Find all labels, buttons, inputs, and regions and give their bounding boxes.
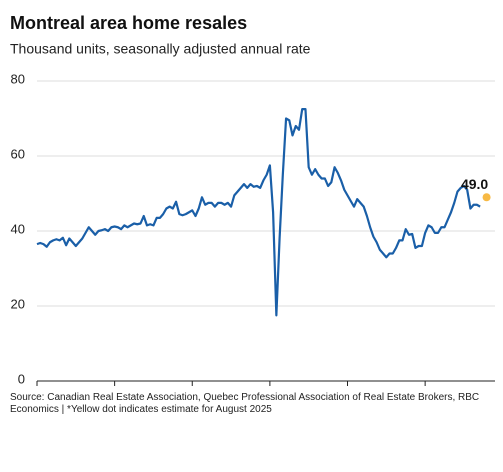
source-note: Source: Canadian Real Estate Association… [10, 392, 480, 415]
line-series [36, 108, 481, 317]
y-tick-label: 0 [18, 371, 25, 386]
y-tick-label: 60 [11, 146, 25, 161]
y-tick-label: 40 [11, 221, 25, 236]
chart: Montreal area home resales Thousand unit… [10, 13, 495, 390]
y-tick-label: 80 [11, 71, 25, 86]
x-tick-label: 2018 [178, 388, 207, 390]
x-tick-label: 2020 [255, 388, 284, 390]
estimate-label: 49.0 [461, 176, 488, 192]
x-tick-label: 2024 [411, 388, 440, 390]
x-tick-label: 2022 [333, 388, 362, 390]
y-tick-label: 20 [11, 296, 25, 311]
chart-title: Montreal area home resales [10, 13, 247, 33]
chart-subtitle: Thousand units, seasonally adjusted annu… [10, 41, 311, 57]
x-tick-label: 2016 [100, 388, 129, 390]
estimate-dot [482, 193, 491, 202]
x-tick-label: 2014 [23, 388, 52, 390]
